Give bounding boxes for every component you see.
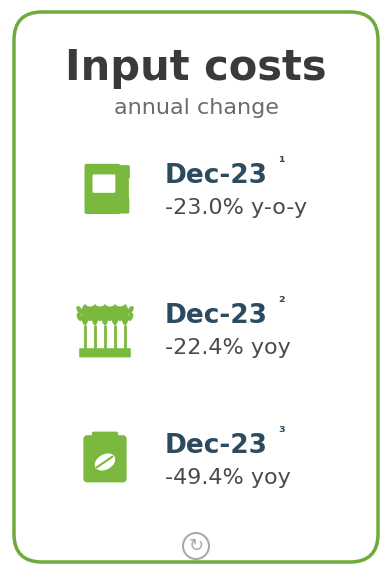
Ellipse shape (91, 304, 99, 325)
Ellipse shape (95, 453, 115, 471)
Ellipse shape (98, 306, 103, 314)
FancyBboxPatch shape (117, 198, 129, 214)
Ellipse shape (116, 306, 122, 314)
FancyBboxPatch shape (79, 348, 131, 357)
FancyBboxPatch shape (107, 165, 130, 179)
Text: Dec-23: Dec-23 (165, 303, 268, 329)
Ellipse shape (122, 304, 129, 325)
Text: annual change: annual change (114, 98, 278, 118)
Text: ²: ² (278, 294, 285, 309)
FancyBboxPatch shape (85, 164, 120, 214)
FancyBboxPatch shape (93, 175, 115, 193)
FancyBboxPatch shape (92, 431, 118, 443)
Text: Dec-23: Dec-23 (165, 433, 268, 459)
FancyBboxPatch shape (117, 173, 129, 206)
Text: Input costs: Input costs (65, 47, 327, 89)
Text: -23.0% y-o-y: -23.0% y-o-y (165, 198, 307, 218)
Text: -22.4% yoy: -22.4% yoy (165, 338, 291, 358)
Ellipse shape (107, 306, 114, 314)
Ellipse shape (128, 313, 133, 321)
Ellipse shape (88, 313, 93, 321)
Ellipse shape (87, 306, 94, 314)
Ellipse shape (102, 304, 109, 325)
Ellipse shape (106, 306, 113, 314)
Ellipse shape (111, 304, 119, 325)
Ellipse shape (77, 313, 82, 321)
Text: ³: ³ (278, 425, 285, 439)
FancyBboxPatch shape (14, 12, 378, 562)
Text: Dec-23: Dec-23 (165, 163, 268, 189)
Ellipse shape (82, 304, 89, 325)
Ellipse shape (96, 306, 102, 314)
Ellipse shape (108, 313, 113, 321)
Ellipse shape (107, 313, 112, 321)
Text: -49.4% yoy: -49.4% yoy (165, 468, 291, 488)
Ellipse shape (86, 306, 93, 314)
Text: ↻: ↻ (189, 537, 203, 555)
Ellipse shape (118, 306, 123, 314)
Ellipse shape (98, 313, 103, 321)
Text: ¹: ¹ (278, 154, 285, 169)
Ellipse shape (76, 306, 82, 314)
FancyBboxPatch shape (83, 435, 127, 482)
Ellipse shape (118, 313, 123, 321)
Ellipse shape (97, 313, 102, 321)
Ellipse shape (117, 313, 122, 321)
Ellipse shape (127, 306, 134, 314)
Ellipse shape (87, 313, 92, 321)
